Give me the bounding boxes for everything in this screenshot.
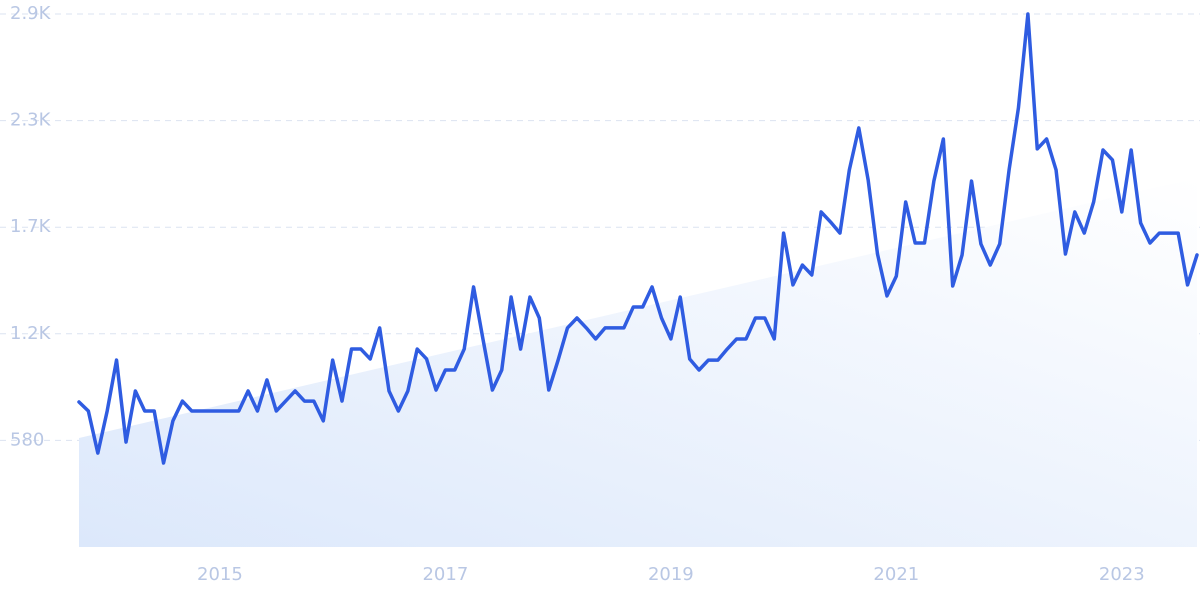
x-tick-label: 2023	[1099, 564, 1145, 585]
x-tick-label: 2015	[197, 564, 243, 585]
trend-area	[79, 177, 1197, 547]
label-layer: 580 1.2K 1.7K 2.3K 2.9K 2015 2017 2019 2021 2023	[10, 3, 1145, 585]
y-tick-label: 1.7K	[10, 216, 52, 237]
x-tick-label: 2017	[422, 564, 468, 585]
y-tick-label: 1.2K	[10, 323, 52, 344]
line-layer	[77, 12, 1199, 465]
y-tick-label: 580	[10, 429, 44, 450]
y-tick-label: 2.3K	[10, 110, 52, 131]
x-tick-label: 2019	[648, 564, 694, 585]
y-tick-label: 2.9K	[10, 3, 52, 24]
data-line	[77, 12, 1199, 465]
trend-layer	[79, 177, 1197, 547]
x-tick-label: 2021	[873, 564, 919, 585]
